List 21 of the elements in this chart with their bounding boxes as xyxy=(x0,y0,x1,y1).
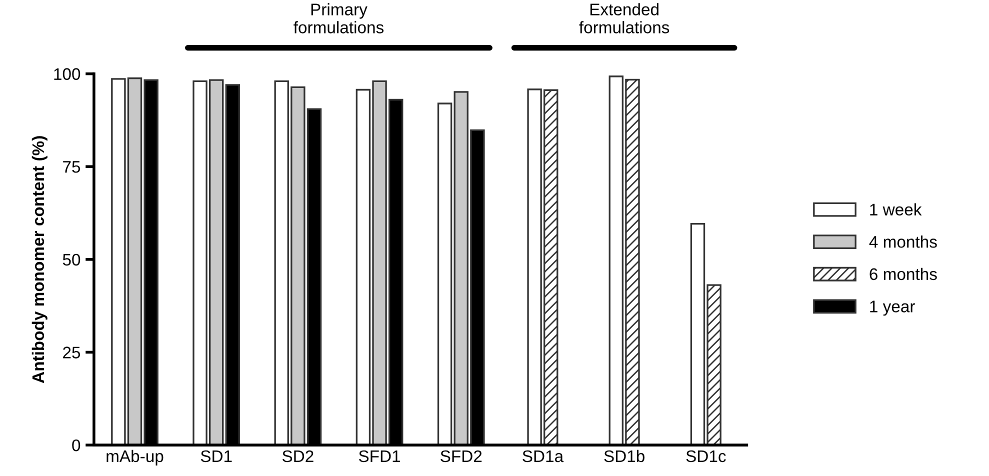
text: Primary formulations xyxy=(294,3,384,34)
x-tick-label: SD1c xyxy=(686,450,726,462)
x-tick-label: mAb-up xyxy=(106,450,164,466)
y-tick-label: 75 xyxy=(63,161,80,173)
legend-label: 6 months xyxy=(870,268,937,280)
x-tick-label: SFD1 xyxy=(358,450,400,462)
legend-label: 1 week xyxy=(870,203,922,216)
bar xyxy=(437,102,452,446)
y-tick-label: 25 xyxy=(63,346,80,358)
x-tick-label: SD1 xyxy=(200,450,232,462)
y-axis-title: Antibody monomer content (%) xyxy=(32,136,48,384)
x-tick-label: SD1a xyxy=(522,450,564,462)
y-tick-label: 100 xyxy=(54,68,80,80)
legend-label: 1 year xyxy=(870,300,915,316)
legend-label: 4 months xyxy=(869,236,937,248)
y-tick-label: 50 xyxy=(62,254,80,266)
x-tick-label: SD1b xyxy=(604,450,644,462)
y-tick-label: 0 xyxy=(72,439,80,452)
x-tick-label: SFD2 xyxy=(440,450,482,462)
text: Extended formulations xyxy=(579,3,670,34)
x-tick-label: SD2 xyxy=(282,450,314,462)
